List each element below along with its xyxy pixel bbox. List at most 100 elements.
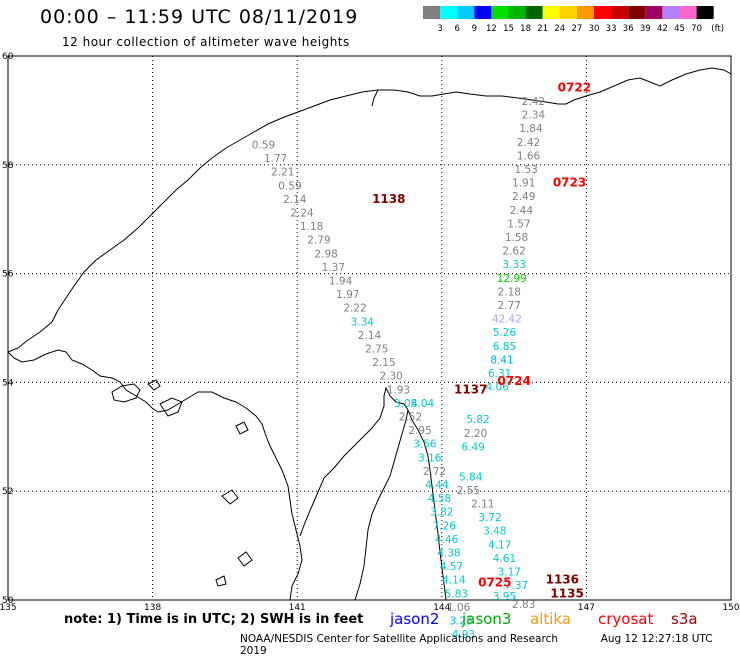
legend-swatch	[542, 6, 560, 19]
lon-tick-label: 150	[722, 603, 739, 613]
west-coast	[7, 349, 303, 601]
swh-value: 2.79	[307, 235, 330, 247]
swh-value: 1.57	[507, 218, 530, 230]
swh-value: 2.62	[502, 246, 525, 258]
legend-label: 39	[640, 24, 651, 34]
swh-value: 2.77	[498, 300, 521, 312]
swh-value: 7.37	[505, 580, 528, 592]
legend-label: 45	[674, 24, 685, 34]
swh-value: 1.84	[519, 123, 543, 135]
swh-value: 2.14	[358, 330, 382, 342]
swh-value: 1.06	[447, 602, 471, 614]
swh-value: 2.98	[314, 248, 337, 260]
legend-swatch	[611, 6, 629, 19]
swh-value: 2.52	[399, 411, 422, 423]
swh-value: 4.61	[493, 553, 516, 565]
swh-value: 2.34	[522, 110, 546, 122]
swh-value: 4.46	[435, 534, 459, 546]
swh-value: 3.34	[351, 316, 375, 328]
swh-value: 4.04	[411, 398, 435, 410]
swh-value: 1.91	[512, 178, 535, 190]
swh-value: 2.11	[471, 499, 494, 511]
lat-tick-label: 56	[2, 270, 14, 280]
legend-swatch	[491, 6, 509, 19]
swh-value: 3.08	[394, 398, 417, 410]
color-legend: 3 6 9 12 15 18 21 24 27 30 33 36 39 42 45 70 (ft)	[423, 6, 724, 34]
legend-swatch	[679, 6, 697, 19]
legend-label: 70	[691, 24, 702, 34]
legend-label: 33	[606, 24, 617, 34]
shantar-island-2	[159, 397, 183, 417]
swh-value: 8.41	[490, 354, 513, 366]
chart-subtitle: 12 hour collection of altimeter wave hei…	[62, 35, 350, 49]
lat-tick-label: 54	[2, 378, 14, 388]
swh-value: 2.30	[379, 371, 402, 383]
swh-value: 1.97	[336, 289, 359, 301]
swh-value: 2.22	[343, 303, 366, 315]
credit-org: NOAA/NESDIS Center for Satellite Applica…	[240, 633, 558, 645]
swh-value: 1.37	[322, 262, 345, 274]
shantar-island-3	[147, 379, 161, 391]
axis-ticks: 135 138 141 144 147 150 50 52 54 56 58 60	[0, 52, 740, 613]
swh-value: 2.14	[283, 194, 307, 206]
swh-value: 1.94	[329, 275, 353, 287]
map-frame	[7, 55, 732, 601]
swh-value: 3.48	[483, 526, 506, 538]
okhotsk-north-coast	[7, 67, 732, 353]
swh-value: 5.83	[445, 588, 468, 600]
satellite-jason2: jason2	[390, 610, 440, 628]
track-time-label: 1137	[454, 382, 487, 396]
legend-label: 6	[454, 24, 459, 34]
swh-value: 2.75	[365, 343, 388, 355]
track-time-label: 0725	[478, 575, 511, 589]
swh-value: 7.26	[433, 520, 457, 532]
legend-label: 27	[571, 24, 582, 34]
coastline	[7, 67, 732, 601]
track-time-label: 0722	[558, 80, 591, 94]
legend-swatch	[440, 6, 458, 19]
legend-swatch	[696, 6, 714, 19]
swh-value: 3.82	[430, 507, 453, 519]
chart-title: 00:00 – 11:59 UTC 08/11/2019	[40, 6, 359, 28]
satellite-altika: altika	[530, 610, 572, 628]
swh-value: 3.72	[478, 512, 501, 524]
track-time-label: 1135	[550, 586, 583, 600]
legend-swatch	[559, 6, 577, 19]
legend-swatch	[576, 6, 594, 19]
track-time-label: 0724	[497, 374, 530, 388]
swh-value: 1.53	[514, 164, 537, 176]
legend-swatch	[662, 6, 680, 19]
track-time-label: 1136	[546, 573, 579, 587]
shantar-island-1	[111, 383, 141, 403]
lat-tick-label: 50	[2, 596, 14, 606]
legend-label: 21	[537, 24, 548, 34]
legend-swatch	[457, 6, 475, 19]
legend-unit: (ft)	[711, 24, 724, 34]
swh-value: 3.16	[418, 452, 442, 464]
swh-value: 4.57	[440, 561, 463, 573]
lon-tick-label: 141	[289, 603, 306, 613]
swh-value: 5.84	[459, 471, 483, 483]
swh-value: 3.25	[449, 615, 472, 627]
swh-value: 1.58	[505, 232, 528, 244]
satellite-cryosat: cryosat	[598, 610, 654, 628]
swh-value: 2.15	[372, 357, 395, 369]
legend-label: 3	[437, 24, 442, 34]
swh-value: 4.44	[425, 479, 449, 491]
swh-value: 4.14	[442, 575, 466, 587]
swh-value: 2.20	[464, 428, 487, 440]
swh-value: 6.49	[461, 441, 484, 453]
swh-value: 2.42	[522, 96, 545, 108]
swh-value: 1.93	[387, 384, 410, 396]
legend-label: 9	[472, 24, 477, 34]
swh-value: 2.55	[457, 485, 480, 497]
legend-swatch	[628, 6, 646, 19]
swh-value: 6.85	[493, 341, 516, 353]
swh-value: 4.93	[452, 629, 475, 641]
swh-value: 4.06	[486, 382, 510, 394]
lat-tick-label: 52	[2, 487, 13, 497]
satellite-jason3: jason3	[462, 610, 512, 628]
legend-swatch	[508, 6, 526, 19]
legend-label: 42	[657, 24, 668, 34]
